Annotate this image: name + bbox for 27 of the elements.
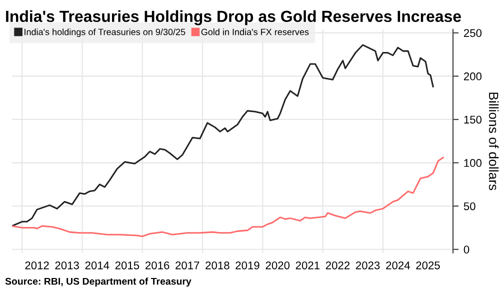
x-tick-label: 2015 [115,261,140,270]
y-tick-label: 250 [464,29,482,37]
y-tick-label: 100 [464,159,482,167]
x-tick-label: 2019 [236,261,260,270]
x-tick-label: 2022 [326,261,350,270]
x-tick-label: 2014 [85,261,110,270]
x-tick-label: 2017 [176,261,200,270]
y-tick-label: 0 [464,246,470,254]
chart-title: India's Treasuries Holdings Drop as Gold Reserves Increase [6,10,461,26]
line-series [12,156,444,238]
x-tick-label: 2013 [55,261,79,270]
x-tick-label: 2023 [356,261,380,270]
source-note: Source: RBI, US Department of Treasury [5,278,192,287]
x-tick-label: 2016 [146,261,170,270]
x-tick-label: 2021 [296,261,320,270]
x-tick-label: 2012 [25,261,49,270]
x-tick-label: 2020 [266,261,290,270]
y-tick-label: 150 [464,116,482,124]
legend-label: India's holdings of Treasuries on 9/30/25 [24,28,186,37]
x-tick-label: 2025 [416,261,440,270]
y-axis-title: Billions of dollars [488,92,499,190]
y-tick-label: 50 [464,202,476,210]
legend-label: Gold in India's FX reserves [201,28,309,36]
x-tick-label: 2024 [386,261,410,270]
x-tick-label: 2018 [206,261,230,270]
y-tick-label: 200 [464,72,482,80]
line-series [12,44,434,227]
